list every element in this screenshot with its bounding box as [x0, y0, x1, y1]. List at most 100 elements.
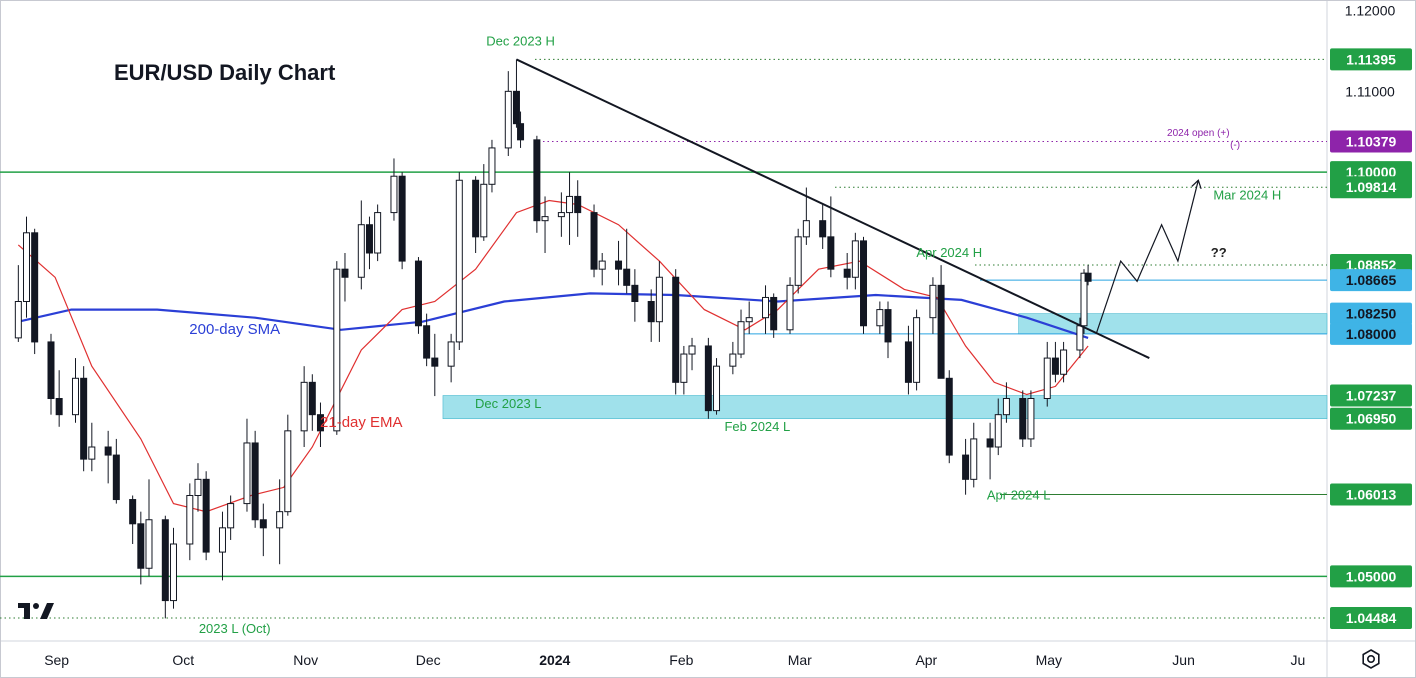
candle-body	[169, 543, 177, 602]
candle-body	[1084, 272, 1092, 282]
candle-body	[447, 341, 455, 367]
candle-body	[259, 519, 267, 529]
candle-body	[566, 195, 574, 214]
candle-body	[937, 284, 945, 379]
chart-title: EUR/USD Daily Chart	[114, 60, 336, 85]
candle-body	[80, 377, 88, 460]
candle-body	[284, 430, 292, 513]
price-badge-label: 1.05000	[1346, 568, 1397, 584]
candle-body	[876, 309, 884, 327]
price-badge-label: 1.04484	[1346, 610, 1397, 626]
candle-body	[374, 212, 382, 254]
annotation-label: Apr 2024 L	[987, 488, 1051, 503]
price-badge-label: 1.08665	[1346, 272, 1397, 288]
price-axis-tick: 1.12000	[1345, 3, 1396, 19]
candle-body	[341, 268, 349, 278]
candle-body	[333, 268, 341, 432]
candle-body	[300, 381, 308, 432]
price-badge-1.06950	[1330, 407, 1412, 430]
candle-body	[647, 301, 655, 323]
candle-body	[574, 195, 582, 214]
price-badge-1.05000	[1330, 565, 1412, 588]
candle-body	[623, 268, 631, 286]
candle-body	[598, 260, 606, 270]
candle-body	[517, 123, 525, 141]
price-badge-label: 1.10000	[1346, 164, 1397, 180]
candle-body	[860, 240, 868, 327]
candle-body	[1080, 272, 1088, 327]
price-badge-label: 1.08000	[1346, 326, 1397, 342]
candle-body	[1051, 357, 1059, 375]
candle-body	[704, 345, 712, 412]
candle-body	[202, 478, 210, 553]
candle-body	[680, 353, 688, 383]
annotation-label: Dec 2023 L	[475, 396, 542, 411]
candle-body	[194, 478, 202, 497]
annotation-label: Mar 2024 H	[1213, 188, 1281, 203]
candle-body	[994, 414, 1002, 448]
annotation-label: Apr 2024 H	[916, 245, 982, 260]
candle-body	[186, 495, 194, 545]
candle-body	[137, 523, 145, 569]
time-axis-tick: Oct	[172, 652, 194, 668]
candle-body	[913, 317, 921, 383]
candle-body	[1076, 325, 1084, 351]
time-axis-tick: Nov	[293, 652, 318, 668]
candle-body	[986, 438, 994, 448]
time-axis-tick: Apr	[915, 652, 937, 668]
price-badge-label: 1.07237	[1346, 388, 1397, 404]
candle-body	[431, 357, 439, 367]
candle-body	[615, 260, 623, 270]
price-badge-label: 1.11395	[1346, 51, 1396, 67]
annotation-label: 21-day EMA	[320, 414, 403, 431]
annotation-label: 2023 L (Oct)	[199, 621, 271, 636]
candle-body	[512, 90, 520, 125]
price-badge-label: 1.08852	[1346, 257, 1397, 273]
candle-body	[414, 260, 422, 327]
candle-body	[55, 398, 63, 416]
price-badge-label: 1.08250	[1346, 306, 1397, 322]
candle-body	[802, 220, 810, 238]
candle-body	[129, 499, 137, 525]
candle-body	[1002, 398, 1010, 416]
candle-body	[827, 236, 835, 270]
candle-body	[308, 381, 316, 416]
candle-body	[884, 309, 892, 343]
candle-body	[762, 296, 770, 319]
candle-body	[851, 240, 859, 278]
candle-body	[655, 276, 663, 323]
price-badge-1.10379	[1330, 130, 1412, 153]
candle-body	[1027, 398, 1035, 440]
candle-body	[455, 179, 463, 343]
candle-body	[904, 341, 912, 383]
candle-body	[745, 317, 753, 323]
candle-body	[423, 325, 431, 359]
price-badge-1.09814	[1330, 176, 1412, 199]
candle-body	[631, 284, 639, 303]
candle-body	[533, 139, 541, 222]
candle-body	[227, 503, 235, 529]
candle-body	[688, 345, 696, 355]
support-zone-0	[442, 395, 1328, 420]
candle-body	[590, 212, 598, 270]
candle-body	[786, 284, 794, 331]
candle-body	[962, 454, 970, 480]
time-axis-tick: Ju	[1290, 652, 1305, 668]
sma-200-line	[18, 292, 1089, 339]
annotation-label: 200-day SMA	[189, 321, 280, 338]
candle-body	[218, 527, 226, 553]
candle-body	[729, 353, 737, 367]
price-badge-1.08000	[1330, 322, 1412, 345]
price-badge-label: 1.06950	[1346, 411, 1397, 427]
candle-body	[161, 519, 169, 602]
projection-path	[1095, 180, 1199, 334]
candle-body	[713, 365, 721, 412]
candle-body	[737, 321, 745, 355]
candle-body	[276, 511, 284, 529]
annotation-label: 2024 open (+)	[1167, 128, 1230, 139]
candle-body	[14, 301, 22, 339]
chart-settings-icon[interactable]	[1360, 648, 1382, 670]
candle-body	[316, 414, 324, 432]
